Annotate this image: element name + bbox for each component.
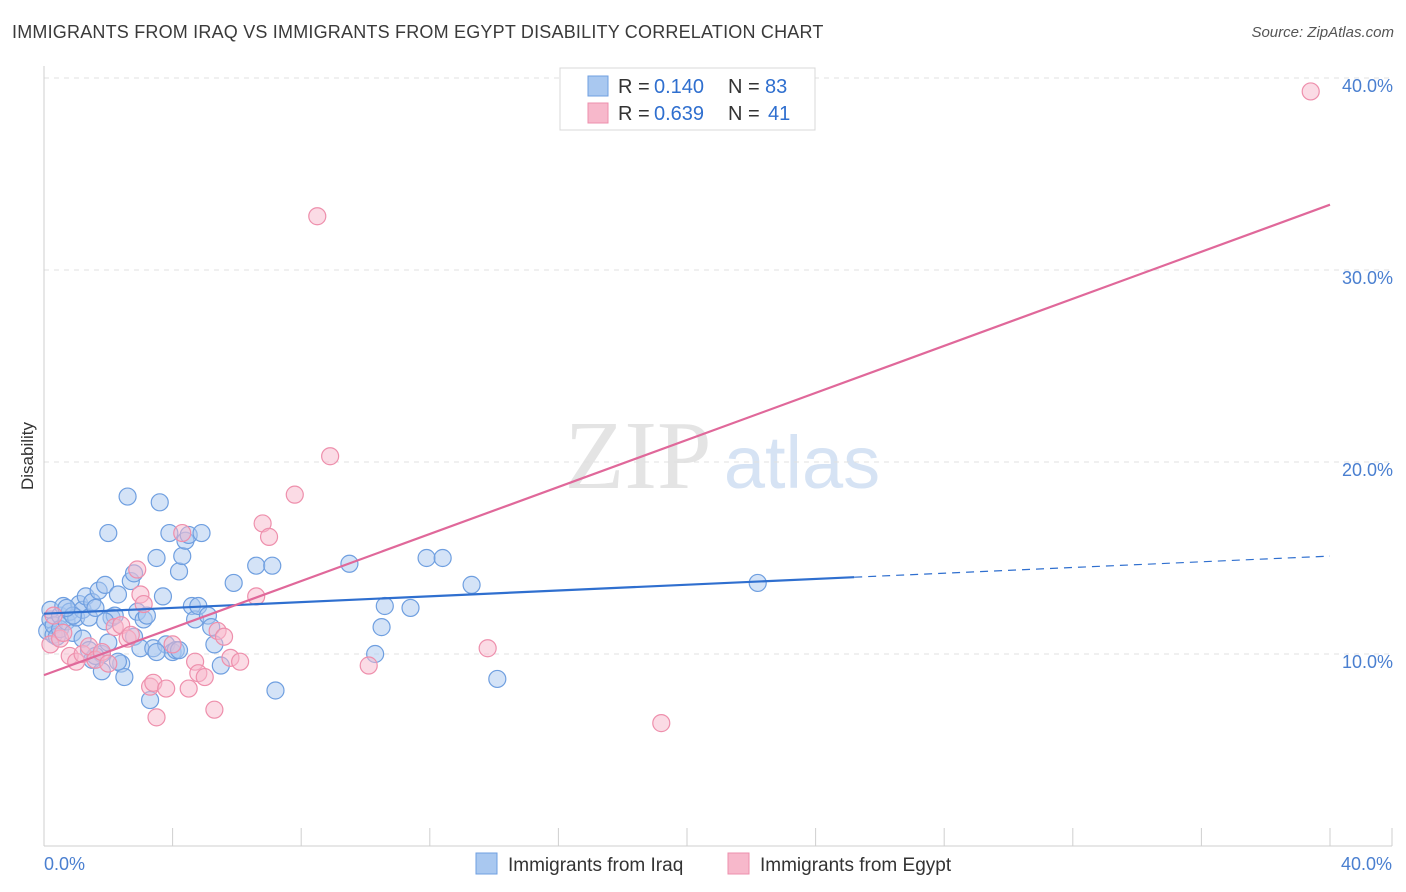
- y-tick-label-0: 10.0%: [1342, 652, 1393, 672]
- axes: [43, 66, 1393, 847]
- source-label: Source: ZipAtlas.com: [1251, 24, 1394, 41]
- y-tick-label-3: 40.0%: [1342, 76, 1393, 96]
- iraq-point-33: [118, 487, 137, 506]
- chart-title: IMMIGRANTS FROM IRAQ VS IMMIGRANTS FROM …: [12, 22, 824, 42]
- egypt-point-23: [173, 523, 192, 543]
- legend-n-value-egypt: 41: [768, 103, 790, 125]
- iraq-point-43: [147, 548, 166, 568]
- iraq-point-71: [417, 548, 436, 568]
- egypt-point-24: [179, 679, 198, 698]
- egypt-point-32: [231, 652, 250, 671]
- egypt-point-39: [359, 656, 378, 675]
- iraq-trend-line: [43, 576, 855, 615]
- iraq-point-79: [147, 642, 166, 662]
- egypt-points: [41, 82, 1320, 733]
- series-legend: Immigrants from Iraq Immigrants from Egy…: [475, 852, 952, 876]
- iraq-point-50: [169, 562, 189, 581]
- series-legend-swatch-egypt: [727, 852, 750, 875]
- iraq-point-25: [95, 575, 115, 594]
- stats-legend: R = 0.140 N = 83 R = 0.639 N = 41: [559, 67, 816, 131]
- series-legend-label-iraq: Immigrants from Iraq: [508, 855, 683, 876]
- iraq-point-70: [401, 598, 420, 618]
- iraq-point-74: [488, 669, 507, 689]
- watermark-zip: ZIP: [565, 402, 712, 510]
- iraq-point-64: [263, 556, 282, 575]
- egypt-point-35: [259, 527, 279, 546]
- y-tick-label-2: 30.0%: [1342, 268, 1393, 288]
- egypt-point-22: [163, 635, 182, 654]
- y-tick-labels: 10.0% 20.0% 30.0% 40.0%: [1342, 76, 1393, 672]
- series-legend-swatch-iraq: [475, 852, 498, 875]
- egypt-point-21: [157, 679, 176, 698]
- iraq-point-72: [433, 548, 452, 568]
- trend-lines: [43, 203, 1331, 677]
- legend-r-value-iraq: 0.140: [654, 76, 704, 98]
- iraq-point-69: [375, 596, 394, 616]
- legend-n-value-iraq: 83: [765, 76, 787, 98]
- x-tick-label-min: 0.0%: [44, 854, 85, 874]
- egypt-point-42: [1301, 82, 1320, 101]
- egypt-point-20: [147, 708, 166, 727]
- iraq-point-51: [173, 546, 192, 566]
- legend-r-label-iraq: R =: [618, 76, 650, 98]
- iraq-point-44: [150, 493, 169, 512]
- legend-swatch-iraq: [587, 75, 609, 97]
- legend-r-label-egypt: R =: [618, 103, 650, 125]
- x-tick-labels: 0.0% 40.0%: [44, 854, 1392, 874]
- iraq-point-65: [266, 681, 285, 700]
- egypt-point-30: [214, 627, 234, 646]
- iraq-point-32: [115, 667, 134, 687]
- iraq-point-62: [224, 573, 243, 593]
- egypt-point-36: [285, 485, 304, 504]
- egypt-point-10: [99, 654, 118, 673]
- iraq-point-63: [247, 556, 266, 575]
- egypt-point-41: [652, 714, 671, 733]
- egypt-point-3: [54, 623, 73, 642]
- egypt-point-1: [44, 606, 63, 625]
- iraq-point-75: [748, 573, 767, 593]
- iraq-point-57: [192, 523, 211, 543]
- iraq-point-68: [372, 618, 391, 637]
- egypt-trend-line: [43, 203, 1331, 677]
- legend-r-value-egypt: 0.639: [654, 103, 704, 125]
- iraq-point-73: [462, 575, 481, 594]
- egypt-point-38: [321, 447, 340, 466]
- series-legend-label-egypt: Immigrants from Egypt: [760, 855, 952, 876]
- egypt-point-28: [205, 700, 224, 719]
- egypt-point-37: [308, 207, 327, 226]
- legend-n-label-iraq: N =: [728, 76, 760, 98]
- egypt-point-40: [478, 639, 497, 658]
- x-tick-label-max: 40.0%: [1341, 854, 1392, 874]
- egypt-point-27: [195, 667, 214, 687]
- iraq-point-30: [108, 585, 128, 604]
- iraq-trend-extension: [854, 555, 1331, 578]
- legend-swatch-egypt: [587, 102, 609, 124]
- legend-n-label-egypt: N =: [728, 103, 760, 125]
- y-tick-label-1: 20.0%: [1342, 460, 1393, 480]
- gridlines: [44, 77, 1392, 655]
- iraq-point-45: [153, 587, 173, 606]
- iraq-point-26: [99, 523, 118, 543]
- egypt-point-15: [128, 560, 147, 579]
